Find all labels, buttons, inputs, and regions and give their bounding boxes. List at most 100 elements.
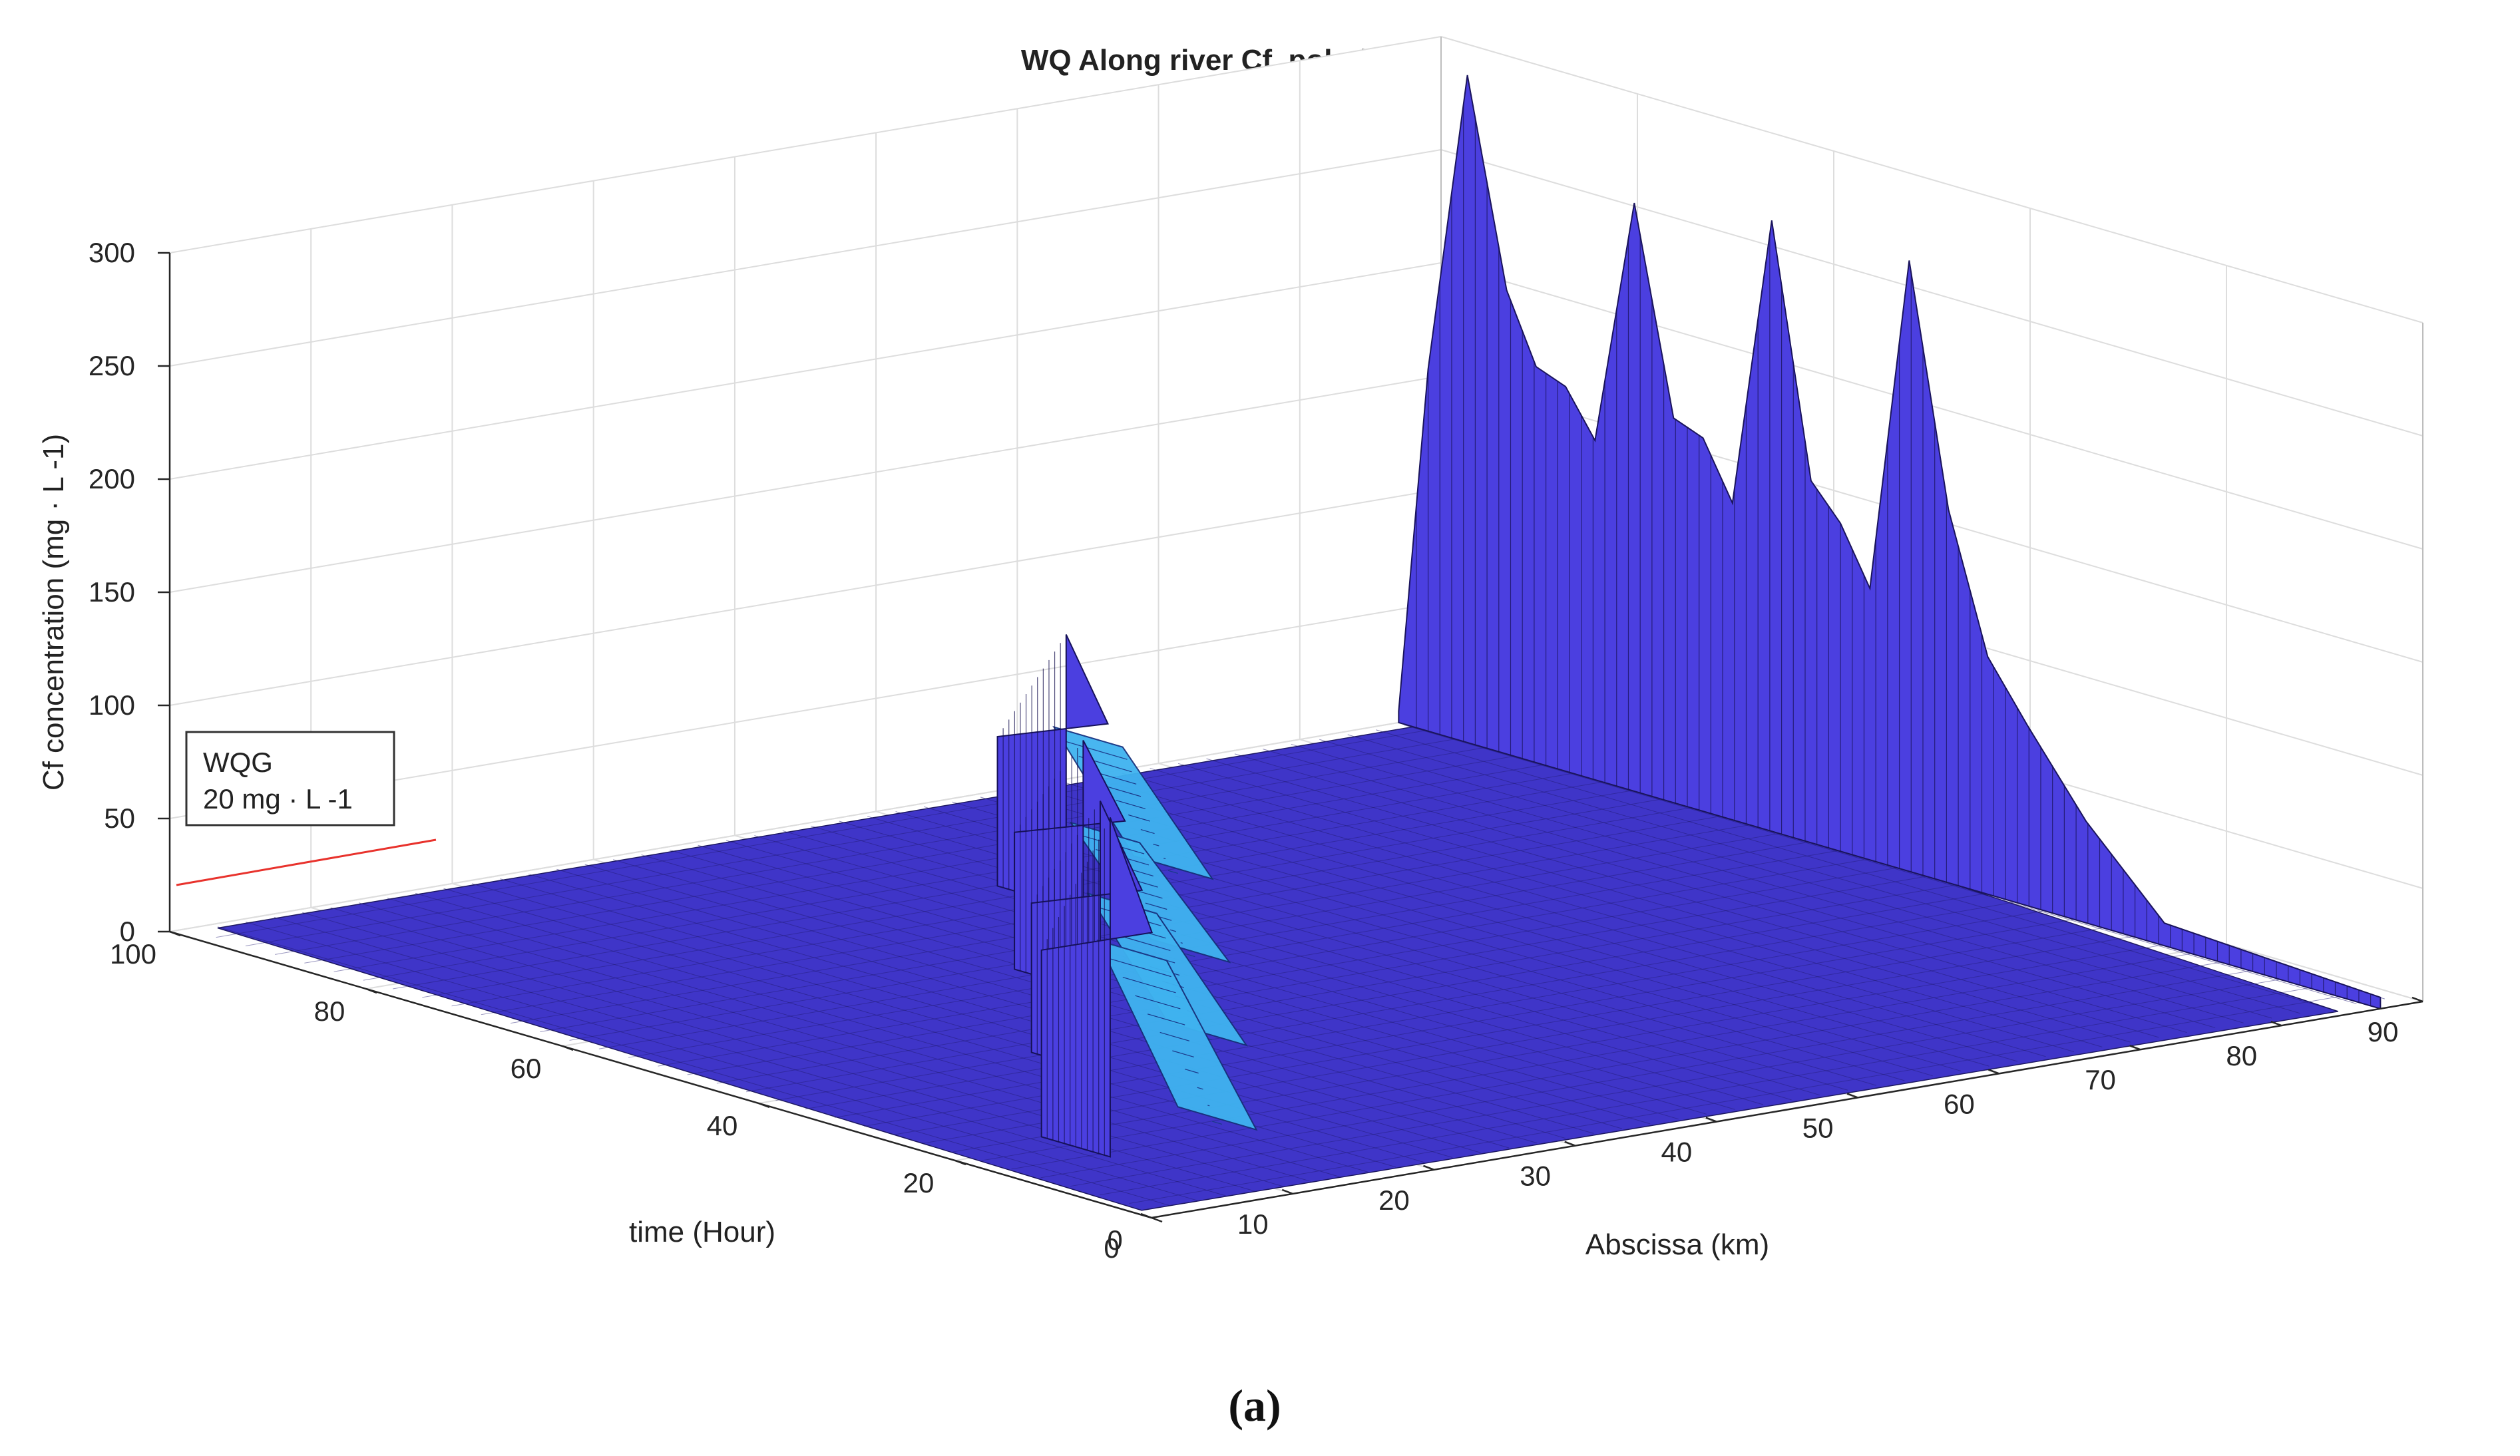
surface-mesh-t [1011,957,2248,1170]
z-tick-label: 100 [89,689,135,721]
z-tick-label: 50 [104,803,135,834]
x-tick-label: 50 [1802,1112,1834,1143]
surface-mesh-t [658,854,1894,1067]
surface-mesh-x [1093,777,2046,1057]
event-tail-mesh [1159,1031,1190,1041]
x-tick-label: 10 [1237,1208,1269,1240]
surface-mesh-x [1376,729,2329,1009]
x-tick [1140,1212,1152,1219]
back-wall-grid-z [169,36,1442,254]
surface-mesh-x [1122,773,2075,1053]
surface-mesh-x [1150,768,2103,1047]
surface-mesh-t [1040,966,2277,1179]
surface-mesh-t [1129,992,2366,1204]
wqg-legend-title: WQG [203,747,273,778]
x-tick-label: 60 [1944,1088,1975,1119]
back-wall-grid-z [169,262,1442,480]
y-tick [169,930,181,937]
surface-mesh-x [415,892,1368,1173]
surface-mesh-x [641,854,1594,1134]
surface-mesh-x [528,873,1481,1153]
x-tick-label: 20 [1378,1184,1410,1216]
surface-mesh-t [834,906,2071,1118]
event-tail-mesh [1135,995,1181,1009]
event-tail-mesh [1103,785,1142,797]
surface-mesh-x [1404,725,2357,1004]
x-tick [2270,1020,2282,1027]
pollution-event-event-1 [1040,817,1258,1158]
y-tick-label: 40 [707,1110,738,1141]
surface-mesh-x [500,878,1453,1158]
surface-mesh-x [1234,753,2187,1033]
x-tick-label: 90 [2368,1016,2399,1047]
y-tick [1151,1216,1163,1223]
surface-mesh-x [782,830,1735,1110]
wqg-threshold-line [176,838,437,886]
event-tail-mesh [1125,937,1171,951]
surface-mesh-t [923,932,2159,1144]
surface-mesh-x [1065,782,2018,1062]
y-tick [365,988,377,994]
x-tick [2412,996,2423,1003]
surface-mesh-t [687,862,1924,1075]
surface-mesh-t [333,760,1570,972]
surface-mesh-x [1263,749,2216,1028]
figure-caption: (a) [1228,1380,1281,1431]
surface-mesh-t [216,725,1452,938]
z-tick-label: 300 [89,237,135,268]
event-tail-mesh [1153,843,1159,846]
event-tail-mesh [1066,741,1128,760]
y-tick-label: 60 [511,1053,542,1084]
surface-mesh-t [363,768,1599,981]
surface-mesh-t [716,871,1953,1084]
surface-mesh-t [1100,983,2336,1196]
surface-mesh-t [982,948,2218,1161]
x-axis-line [1151,1000,2423,1219]
surface-mesh-x [387,898,1340,1177]
event-tail-mesh [1185,953,1195,958]
event-tail-mesh [1180,942,1183,944]
y-tick [562,1045,574,1051]
side-wall-grid-z [1440,36,2423,323]
surface-mesh-t [805,897,2041,1110]
x-tick [2129,1045,2141,1051]
y-tick-label: 100 [110,938,156,970]
event-tail-mesh [1169,929,1177,932]
back-wall-grid-z [169,715,1442,932]
x-axis-label: Abscissa (km) [1585,1228,1769,1261]
surface-mesh-t [628,846,1865,1058]
y-tick-label: 0 [1107,1224,1122,1256]
x-tick [1988,1069,1999,1075]
surface-mesh-t [598,837,1835,1049]
event-tail-mesh [1122,977,1176,994]
back-wall-grid-z [169,149,1442,367]
x-tick-label: 0 [1104,1232,1119,1264]
x-tick [1564,1141,1576,1147]
surface-mesh-x [1177,763,2131,1043]
surface-mesh-x [1206,758,2159,1038]
x-tick-label: 70 [2085,1064,2116,1095]
z-tick-label: 200 [89,463,135,494]
surface-mesh-x [811,825,1764,1105]
event-tail-mesh [1207,1105,1210,1107]
surface-plot [216,75,2385,1211]
surface-mesh-x [1291,743,2244,1023]
event-tail-mesh [1128,814,1150,822]
y-axis-line [169,930,1152,1219]
y-tick [954,1159,966,1166]
surface-mesh-x [1347,734,2300,1014]
axes: 0 50 100 150 200 250 300 0 10 20 30 40 50 60 70 80 90 0 20… [89,237,2423,1264]
back-wall-grid-z [169,488,1442,706]
x-tick [1281,1188,1293,1195]
event-tail-mesh [1184,1069,1199,1074]
event-tail-mesh [1197,1087,1203,1090]
surface-mesh-t [275,743,1512,955]
z-tick-label: 0 [120,916,135,947]
y-tick-label: 80 [314,996,345,1027]
surface-mesh-t [775,888,2012,1101]
wqg-legend-value: 20 mg · L -1 [203,783,353,815]
x-tick-label: 80 [2226,1040,2257,1071]
event-tail-mesh [1116,799,1146,810]
y-axis-label: time (Hour) [629,1216,775,1248]
